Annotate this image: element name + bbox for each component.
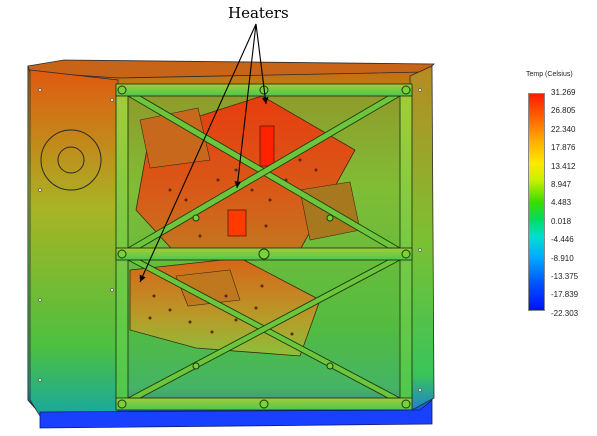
legend-tick-label: 0.018: [551, 216, 572, 226]
legend-tick-label: 4.483: [551, 198, 572, 208]
heater-element-mid: [227, 209, 247, 237]
left-side-panel: [29, 69, 119, 417]
heaters-label: Heaters: [228, 4, 289, 22]
heater-element-top: [259, 125, 275, 167]
legend-tick-label: 13.412: [551, 161, 576, 171]
legend-tick-label: -13.375: [551, 272, 579, 281]
side-port-outer: [40, 129, 102, 191]
legend-tick-label: 22.340: [551, 124, 576, 134]
legend-color-bar: [528, 93, 545, 311]
right-side-panel: [409, 65, 435, 411]
legend-tick-label: -22.303: [551, 308, 579, 318]
panel-bolts: [38, 88, 422, 392]
legend-tick-label: -4.446: [551, 235, 574, 245]
legend-title: Temp (Celsius): [526, 71, 573, 78]
legend-tick-label: -8.910: [551, 253, 574, 263]
legend-tick-label: 31.269: [551, 88, 576, 97]
legend-tick-label: -17.839: [551, 290, 579, 300]
legend-tick-label: 8.947: [551, 180, 572, 189]
legend-tick-label: 17.876: [551, 143, 576, 153]
enclosure-base: [39, 399, 433, 429]
legend-tick-label: 26.805: [551, 106, 576, 116]
side-port-inner: [57, 146, 85, 174]
